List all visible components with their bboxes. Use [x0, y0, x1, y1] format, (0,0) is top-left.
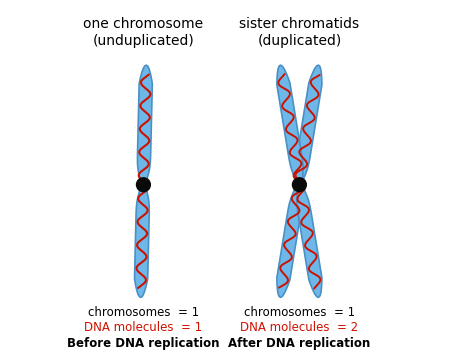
Text: DNA molecules  = 2: DNA molecules = 2: [240, 321, 358, 334]
Text: one chromosome
(unduplicated): one chromosome (unduplicated): [83, 17, 203, 48]
Circle shape: [137, 178, 150, 192]
Text: After DNA replication: After DNA replication: [228, 337, 371, 350]
Text: chromosomes  = 1: chromosomes = 1: [244, 306, 355, 319]
Text: chromosomes  = 1: chromosomes = 1: [88, 306, 199, 319]
Circle shape: [292, 178, 306, 192]
Polygon shape: [277, 65, 322, 297]
Polygon shape: [277, 65, 322, 297]
Text: Before DNA replication: Before DNA replication: [67, 337, 219, 350]
Text: sister chromatids
(duplicated): sister chromatids (duplicated): [239, 17, 359, 48]
Text: DNA molecules  = 1: DNA molecules = 1: [84, 321, 202, 334]
Polygon shape: [135, 65, 152, 297]
